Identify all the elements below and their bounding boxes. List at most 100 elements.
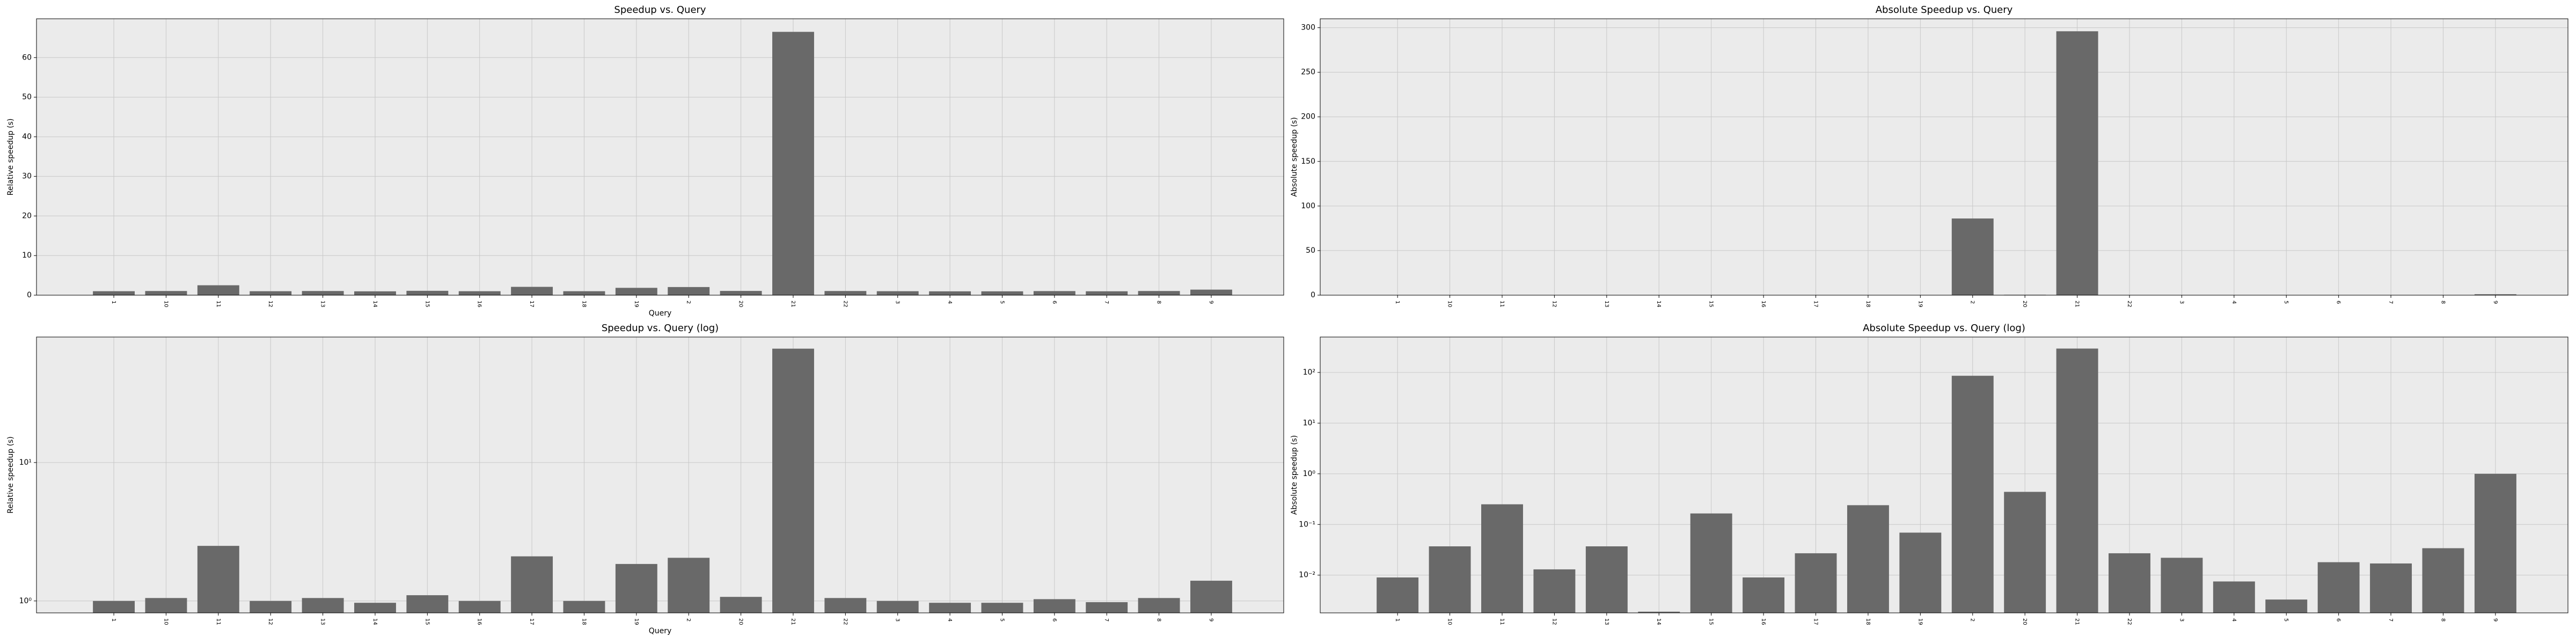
x-tick-label: 11 <box>1499 618 1505 625</box>
y-tick-label: 10⁰ <box>19 597 32 605</box>
x-tick-label: 6 <box>1051 301 1057 304</box>
x-axis-label: Query <box>649 627 672 635</box>
plot-area <box>36 19 1284 295</box>
x-tick-label: 15 <box>1708 301 1714 308</box>
x-tick-label: 13 <box>320 618 326 625</box>
y-tick-label: 60 <box>22 53 32 62</box>
bar <box>1033 599 1075 613</box>
y-tick-label: 10⁻² <box>1299 571 1315 580</box>
x-tick-label: 2 <box>685 618 691 621</box>
y-axis-label: Relative speedup (s) <box>6 119 15 196</box>
chart-title: Speedup vs. Query (log) <box>602 323 719 334</box>
bar <box>615 564 657 613</box>
x-tick-label: 6 <box>2336 301 2341 304</box>
bar <box>824 291 867 295</box>
y-tick-label: 10⁰ <box>1303 470 1316 478</box>
x-tick-label: 5 <box>2283 618 2289 621</box>
x-tick-label: 17 <box>1812 618 1818 625</box>
bar <box>145 291 187 295</box>
y-tick-label: 200 <box>1301 113 1315 121</box>
x-tick-label: 22 <box>842 301 848 308</box>
x-tick-label: 9 <box>2492 301 2498 304</box>
plot-area <box>36 337 1284 613</box>
bar <box>458 291 501 295</box>
bar <box>2474 294 2516 295</box>
x-tick-label: 5 <box>2283 301 2289 304</box>
bar <box>145 598 187 613</box>
bar <box>668 558 710 613</box>
x-tick-label: 16 <box>1760 618 1766 625</box>
x-tick-label: 10 <box>163 301 169 308</box>
x-tick-label: 14 <box>372 301 378 308</box>
x-tick-label: 7 <box>2388 618 2394 621</box>
bar <box>93 601 135 613</box>
x-tick-label: 20 <box>2022 618 2028 625</box>
bar <box>772 348 814 613</box>
y-tick-label: 100 <box>1301 202 1315 210</box>
y-tick-label: 20 <box>22 211 32 220</box>
x-tick-label: 22 <box>842 618 848 625</box>
x-tick-label: 8 <box>2440 301 2446 304</box>
x-tick-label: 7 <box>1103 301 1109 304</box>
plot-frame <box>1320 18 2568 296</box>
y-axis-label: Absolute speedup (s) <box>1290 435 1299 515</box>
x-axis-label: Query <box>649 309 672 318</box>
bar <box>1086 291 1128 295</box>
bar <box>2317 562 2360 613</box>
bar <box>354 291 396 295</box>
y-axis-label: Relative speedup (s) <box>6 436 15 514</box>
bar <box>250 291 292 295</box>
bar <box>354 603 396 613</box>
x-tick-label: 3 <box>2178 618 2184 621</box>
y-tick-label: 50 <box>1306 246 1315 255</box>
x-tick-label: 12 <box>1551 618 1557 625</box>
x-tick-label: 17 <box>1812 301 1818 308</box>
bar <box>1638 611 1680 613</box>
x-tick-label: 16 <box>477 301 482 308</box>
x-tick-label: 18 <box>1865 618 1871 625</box>
y-tick-label: 50 <box>22 93 32 101</box>
x-tick-label: 21 <box>790 618 796 625</box>
x-tick-label: 14 <box>372 618 378 625</box>
x-tick-label: 16 <box>477 618 482 625</box>
bar <box>981 291 1023 295</box>
chart-title: Absolute Speedup vs. Query <box>1876 4 2013 16</box>
plot-frame <box>1320 336 2568 613</box>
x-tick-label: 18 <box>581 301 587 308</box>
bar <box>1847 505 1889 613</box>
y-tick-label: 10 <box>22 251 32 260</box>
x-tick-label: 10 <box>1447 301 1453 308</box>
bar <box>2109 553 2150 613</box>
bar <box>406 595 449 613</box>
bar <box>1690 513 1732 613</box>
x-tick-label: 19 <box>1917 301 1923 308</box>
x-tick-label: 4 <box>2231 618 2237 621</box>
x-tick-label: 19 <box>633 301 639 308</box>
x-tick-label: 13 <box>320 301 326 308</box>
y-tick-label: 40 <box>22 133 32 141</box>
x-tick-label: 1 <box>1394 301 1400 304</box>
bar <box>250 601 292 613</box>
bar <box>197 546 239 613</box>
x-tick-label: 8 <box>1156 618 1162 621</box>
bar <box>1795 553 1837 613</box>
bar <box>720 291 762 295</box>
x-tick-label: 1 <box>1394 618 1400 621</box>
bar <box>1033 291 1075 295</box>
chart-title: Speedup vs. Query <box>614 4 706 16</box>
x-tick-label: 10 <box>1447 618 1453 625</box>
bar <box>2422 548 2464 613</box>
bar <box>1429 546 1471 613</box>
bar <box>2161 558 2203 613</box>
bar <box>302 291 344 295</box>
bar <box>1481 504 1523 613</box>
x-tick-label: 21 <box>2074 618 2080 625</box>
bar <box>929 291 971 295</box>
bar <box>1951 218 1994 295</box>
x-tick-label: 16 <box>1760 301 1766 308</box>
bar <box>2056 348 2098 613</box>
bar <box>2004 492 2046 613</box>
x-tick-label: 22 <box>2126 301 2132 308</box>
bar <box>2370 563 2412 613</box>
